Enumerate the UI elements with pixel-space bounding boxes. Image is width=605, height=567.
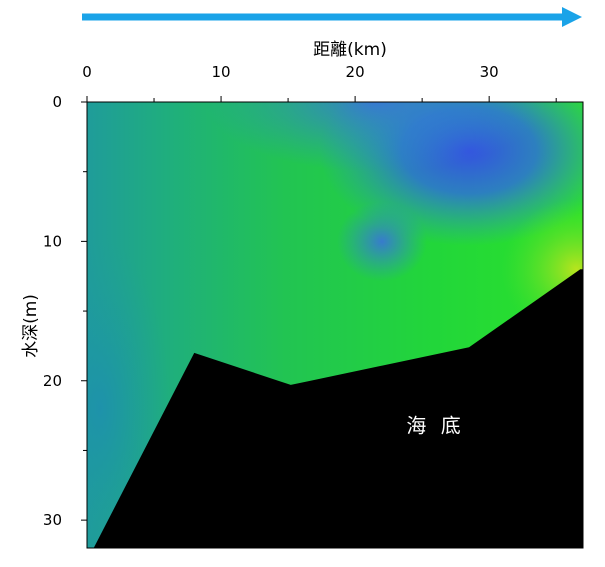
x-axis: 0 10 20 30	[82, 63, 557, 102]
seabed-label: 海 底	[406, 413, 464, 437]
seabed-area	[93, 269, 583, 548]
y-axis: 0 10 20 30	[43, 93, 87, 529]
plot-area	[87, 102, 583, 548]
field-blue-surface	[205, 102, 546, 172]
x-tick-label: 0	[82, 63, 92, 81]
y-tick-label: 10	[43, 232, 62, 250]
x-tick-label: 30	[480, 63, 499, 81]
y-tick-label: 0	[52, 93, 62, 111]
x-tick-label: 10	[212, 63, 231, 81]
y-tick-label: 30	[43, 511, 62, 529]
y-axis-title: 水深(m)	[21, 294, 41, 358]
x-axis-title: 距離(km)	[313, 40, 387, 60]
y-tick-label: 20	[43, 372, 62, 390]
field-blue-tongue	[336, 201, 427, 282]
plot-border	[86, 101, 584, 549]
x-tick-label: 20	[346, 63, 365, 81]
direction-arrow	[82, 7, 582, 27]
